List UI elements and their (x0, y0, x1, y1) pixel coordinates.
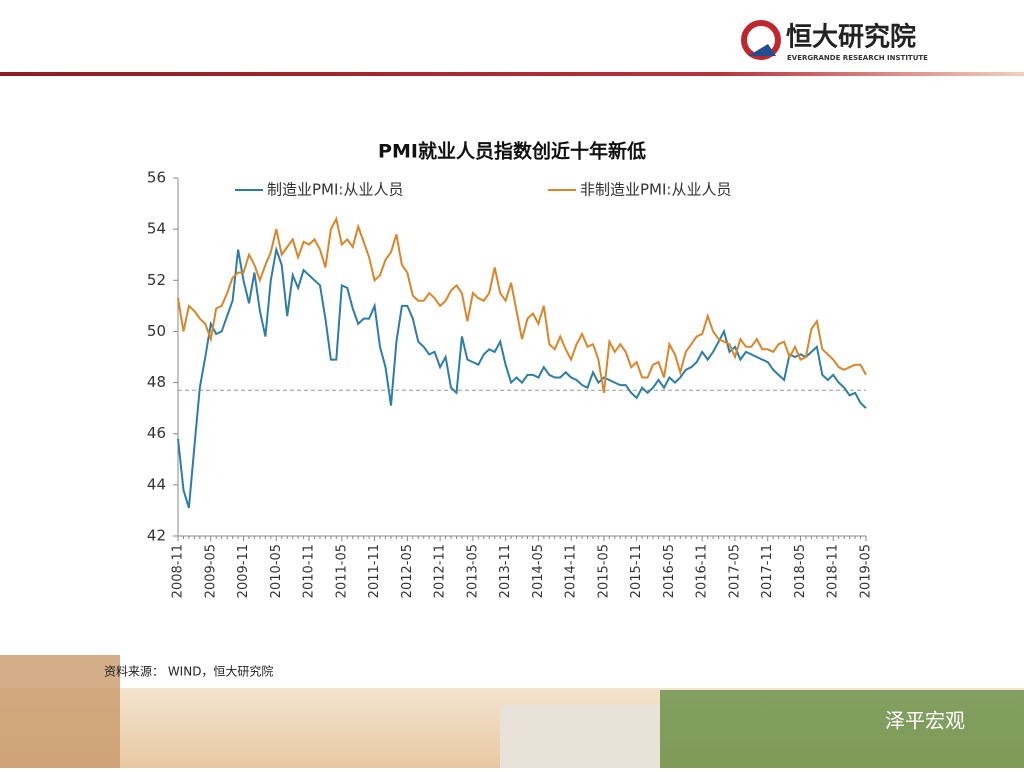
logo-icon-accent (748, 44, 776, 56)
watermark: 泽平宏观 (885, 709, 965, 733)
footer-capitol (500, 705, 660, 768)
x-tick-label: 2016-11 (695, 544, 710, 598)
x-tick-label: 2008-11 (171, 544, 186, 598)
x-tick-label: 2017-05 (727, 544, 742, 598)
legend-label: 非制造业PMI:从业人员 (580, 181, 731, 199)
y-tick-label: 54 (147, 220, 166, 238)
x-tick-label: 2011-11 (367, 544, 382, 598)
y-tick-label: 48 (147, 373, 166, 391)
x-tick-label: 2018-11 (826, 544, 841, 598)
x-tick-label: 2013-05 (465, 544, 480, 598)
x-tick-label: 2016-05 (662, 544, 677, 598)
x-tick-label: 2009-05 (203, 544, 218, 598)
x-tick-label: 2017-11 (760, 544, 775, 598)
y-tick-label: 42 (147, 527, 166, 545)
x-tick-label: 2010-11 (302, 544, 317, 598)
x-tick-label: 2012-05 (400, 544, 415, 598)
x-tick-label: 2015-05 (596, 544, 611, 598)
plot: 42 44 46 48 50 52 54 56 2008-11 2009-05 2009-11 201… (147, 169, 874, 599)
x-tick-label: 2019-05 (859, 544, 874, 598)
y-tick-label: 56 (147, 169, 166, 187)
chart-title: PMI就业人员指数创近十年新低 (378, 140, 646, 163)
header-rule (0, 72, 1024, 76)
x-tick-label: 2014-05 (531, 544, 546, 598)
footer-trees (660, 690, 1024, 768)
x-tick-label: 2015-11 (629, 544, 644, 598)
logo-icon (741, 20, 781, 60)
logo-subtext: EVERGRANDE RESEARCH INSTITUTE (787, 54, 928, 62)
x-tick-label: 2018-05 (793, 544, 808, 598)
x-tick-label: 2013-11 (498, 544, 513, 598)
series-line (177, 245, 867, 509)
source-note: 资料来源： WIND，恒大研究院 (104, 664, 273, 679)
legend-label: 制造业PMI:从业人员 (267, 181, 403, 199)
y-tick-label: 52 (147, 271, 166, 289)
y-tick-label: 46 (147, 424, 166, 442)
logo-text: 恒大研究院 (786, 22, 916, 53)
y-tick-label: 44 (147, 475, 166, 493)
series-line (177, 216, 867, 393)
y-tick-label: 50 (147, 322, 166, 340)
footer-building (0, 655, 120, 768)
x-tick-label: 2009-11 (236, 544, 251, 598)
x-tick-label: 2014-11 (564, 544, 579, 598)
x-tick-label: 2011-05 (334, 544, 349, 598)
x-tick-label: 2010-05 (269, 544, 284, 598)
x-tick-label: 2012-11 (433, 544, 448, 598)
